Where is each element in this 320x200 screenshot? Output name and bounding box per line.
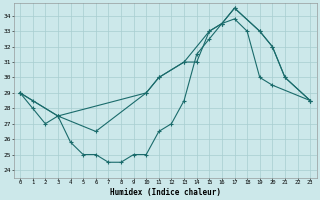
X-axis label: Humidex (Indice chaleur): Humidex (Indice chaleur) — [110, 188, 220, 197]
